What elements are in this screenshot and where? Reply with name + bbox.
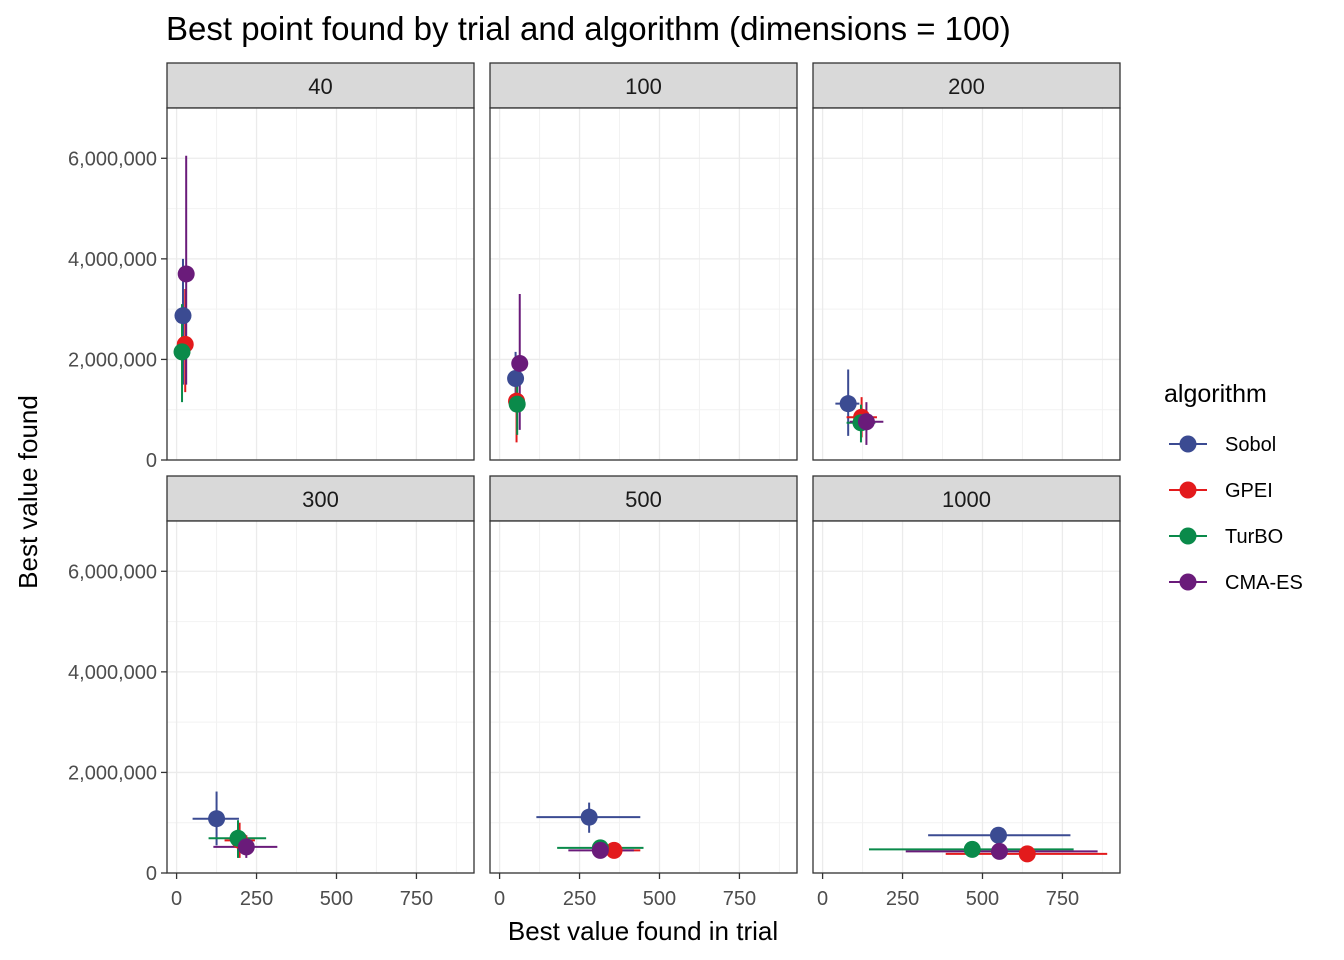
legend-item-gpei: GPEI bbox=[1169, 480, 1273, 502]
y-tick-label: 0 bbox=[146, 450, 157, 472]
facet-strip bbox=[489, 475, 798, 522]
legend-title: algorithm bbox=[1164, 380, 1267, 408]
x-tick-label: 0 bbox=[494, 888, 505, 910]
legend-item-cma-es: CMA-ES bbox=[1169, 572, 1303, 594]
y-tick-label: 4,000,000 bbox=[68, 662, 157, 684]
data-point-sobol bbox=[989, 826, 1007, 844]
x-tick-label: 500 bbox=[643, 888, 676, 910]
chart-title: Best point found by trial and algorithm … bbox=[166, 10, 1011, 47]
data-point-sobol bbox=[507, 370, 525, 388]
legend-key-point bbox=[1179, 435, 1197, 453]
legend-key-point bbox=[1179, 527, 1197, 545]
facet-strip-label: 40 bbox=[308, 74, 332, 99]
data-point-cma-es bbox=[237, 838, 255, 856]
legend-key-point bbox=[1179, 573, 1197, 591]
x-tick-label: 750 bbox=[1046, 888, 1079, 910]
x-tick-label: 750 bbox=[400, 888, 433, 910]
panel-background bbox=[813, 108, 1120, 460]
facet-panels: 40 0 2,000,000 4,000,000 6,000,000 100 200 300 0… bbox=[68, 62, 1121, 910]
facet-strip-label: 100 bbox=[625, 74, 662, 99]
panel-border bbox=[166, 107, 475, 461]
panel-background bbox=[490, 521, 797, 873]
legend-item-turbo: TurBO bbox=[1169, 526, 1283, 548]
x-axis-title: Best value found in trial bbox=[508, 916, 778, 946]
panel-background bbox=[167, 108, 474, 460]
panel-border bbox=[812, 107, 1121, 461]
facet-strip bbox=[166, 475, 475, 522]
data-point-cma-es bbox=[177, 265, 195, 283]
y-tick-label: 6,000,000 bbox=[68, 561, 157, 583]
data-point-cma-es bbox=[990, 842, 1008, 860]
data-point-turbo bbox=[963, 840, 981, 858]
facet-strip-label: 500 bbox=[625, 487, 662, 512]
y-tick-label: 2,000,000 bbox=[68, 349, 157, 371]
facet-panel-40: 40 0 2,000,000 4,000,000 6,000,000 bbox=[68, 62, 475, 472]
y-tick-label: 2,000,000 bbox=[68, 762, 157, 784]
data-point-sobol bbox=[580, 808, 598, 826]
facet-panel-200: 200 bbox=[812, 62, 1121, 461]
legend-label: GPEI bbox=[1225, 480, 1273, 502]
x-tick-label: 0 bbox=[817, 888, 828, 910]
data-point-gpei bbox=[1018, 845, 1036, 863]
facet-panel-1000: 1000 0 250 500 750 bbox=[812, 475, 1121, 910]
data-point-cma-es bbox=[511, 354, 529, 372]
y-tick-label: 0 bbox=[146, 863, 157, 885]
data-point-gpei bbox=[605, 841, 623, 859]
legend: algorithm Sobol GPEI TurBO CMA-ES bbox=[1164, 380, 1303, 594]
panel-border bbox=[489, 107, 798, 461]
x-tick-label: 0 bbox=[171, 888, 182, 910]
facet-strip bbox=[812, 62, 1121, 109]
facet-strip-label: 300 bbox=[302, 487, 339, 512]
data-point-sobol bbox=[174, 307, 192, 325]
x-tick-label: 500 bbox=[320, 888, 353, 910]
panel-border bbox=[812, 520, 1121, 874]
facet-strip bbox=[812, 475, 1121, 522]
panel-border bbox=[489, 520, 798, 874]
x-tick-label: 250 bbox=[563, 888, 596, 910]
data-point-cma-es bbox=[591, 841, 609, 859]
data-point-turbo bbox=[508, 395, 526, 413]
y-tick-label: 6,000,000 bbox=[68, 148, 157, 170]
data-point-turbo bbox=[173, 343, 191, 361]
legend-label: CMA-ES bbox=[1225, 572, 1303, 594]
facet-panel-100: 100 bbox=[489, 62, 798, 461]
data-point-sobol bbox=[208, 810, 226, 828]
facet-strip-label: 1000 bbox=[942, 487, 991, 512]
x-tick-label: 750 bbox=[723, 888, 756, 910]
legend-label: TurBO bbox=[1225, 526, 1283, 548]
x-tick-label: 250 bbox=[886, 888, 919, 910]
data-point-sobol bbox=[839, 395, 857, 413]
panel-background bbox=[490, 108, 797, 460]
panel-border bbox=[166, 520, 475, 874]
facet-panel-300: 300 0 2,000,000 4,000,000 6,000,000 0 250 500 75… bbox=[68, 475, 475, 910]
facet-panel-500: 500 0 250 500 750 bbox=[489, 475, 798, 910]
x-tick-label: 500 bbox=[966, 888, 999, 910]
data-point-cma-es bbox=[857, 413, 875, 431]
y-axis-title: Best value found bbox=[13, 395, 43, 589]
legend-item-sobol: Sobol bbox=[1169, 434, 1276, 456]
legend-label: Sobol bbox=[1225, 434, 1276, 456]
legend-key-point bbox=[1179, 481, 1197, 499]
facet-strip bbox=[489, 62, 798, 109]
facet-strip-label: 200 bbox=[948, 74, 985, 99]
x-tick-label: 250 bbox=[240, 888, 273, 910]
facet-strip bbox=[166, 62, 475, 109]
y-tick-label: 4,000,000 bbox=[68, 249, 157, 271]
panel-background bbox=[813, 521, 1120, 873]
